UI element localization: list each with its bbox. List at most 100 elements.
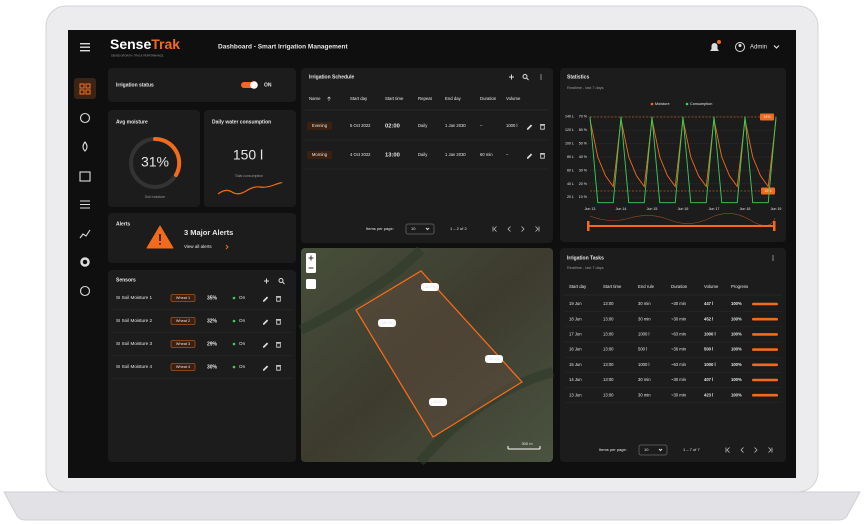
nav-dashboard[interactable] [79, 83, 91, 95]
edit-icon[interactable] [263, 319, 269, 325]
page-size-select[interactable] [405, 223, 435, 235]
field-boundary[interactable] [355, 270, 524, 438]
x-tick-label: Jun 13 [585, 207, 596, 211]
water-sparkline [217, 182, 283, 195]
user-name[interactable]: Admin [750, 45, 767, 51]
legend-swatch[interactable] [650, 102, 654, 106]
task-cell: ~63 min [671, 332, 687, 337]
pager-nav[interactable] [740, 447, 744, 453]
map-bubble[interactable] [429, 398, 447, 406]
task-cell: 13:00 [603, 377, 614, 382]
status-toggle[interactable] [241, 81, 258, 89]
map-label[interactable]: 31.7% [425, 285, 436, 289]
edit-icon[interactable] [263, 365, 269, 371]
tasks-menu[interactable] [772, 255, 774, 261]
delete-icon[interactable] [276, 342, 281, 348]
status-dot [232, 296, 236, 300]
pager-nav[interactable] [492, 226, 497, 232]
sensor-search[interactable] [278, 278, 285, 285]
page-size[interactable]: 10 [411, 226, 416, 231]
pager-nav[interactable] [507, 226, 511, 232]
pager-nav[interactable] [521, 226, 525, 232]
alerts-link-arrow[interactable] [225, 244, 229, 250]
pager-nav[interactable] [754, 447, 758, 453]
crop-badge [170, 317, 196, 325]
status-card [108, 68, 296, 102]
y2-tick-label: 70 % [579, 115, 588, 119]
edit-icon[interactable] [527, 124, 533, 130]
map-zoom[interactable] [306, 253, 316, 273]
page-size[interactable]: 10 [644, 447, 649, 452]
map-label[interactable]: 28.7% [382, 321, 393, 325]
edit-icon[interactable] [263, 296, 269, 302]
nav-water[interactable] [82, 141, 88, 152]
nav-calendar[interactable] [79, 171, 91, 182]
column-header: Name [309, 96, 321, 101]
nav-active[interactable] [74, 78, 96, 99]
alerts-link[interactable]: View all alerts [184, 244, 212, 249]
delete-icon[interactable] [276, 296, 281, 302]
sensor-add[interactable] [264, 278, 269, 284]
pager-nav[interactable] [725, 447, 730, 453]
statistics-subtitle: Realtime - last 7 days [567, 86, 604, 90]
schedule-add[interactable] [509, 74, 514, 80]
map-layers[interactable] [306, 279, 316, 289]
laptop-base [3, 491, 861, 521]
sensor-name: SI Soil Moisture 2 [116, 318, 152, 323]
map-label[interactable]: 30.1% [489, 357, 500, 361]
range-handle-end[interactable] [773, 221, 776, 231]
column-header: End rule [638, 284, 655, 289]
task-cell: 14 Jun [569, 377, 582, 382]
task-cell: 13:00 [603, 301, 614, 306]
progress-bar [752, 317, 778, 321]
avatar[interactable] [735, 42, 745, 52]
notifications[interactable] [710, 40, 721, 51]
task-cell: 100% [731, 377, 742, 382]
task-cell: ~63 min [671, 362, 687, 367]
nav-help[interactable] [79, 285, 91, 297]
moisture-arc [153, 136, 182, 177]
schedule-cell: 60 min [480, 152, 493, 157]
edit-icon[interactable] [527, 153, 533, 159]
task-cell: 13 Jun [569, 392, 582, 397]
y2-tick-label: 50 % [579, 142, 588, 146]
range-handle-start[interactable] [587, 221, 590, 231]
map-bubble[interactable] [378, 319, 396, 327]
map-bubble[interactable] [421, 283, 439, 291]
delete-icon[interactable] [540, 124, 545, 130]
hamburger[interactable] [80, 43, 90, 52]
delete-icon[interactable] [540, 153, 545, 159]
alerts-title: Alerts [116, 221, 130, 227]
delete-icon[interactable] [276, 365, 281, 371]
legend-label[interactable]: Moisture [655, 102, 670, 106]
schedule-menu[interactable] [540, 74, 542, 80]
sort-arrow[interactable] [327, 96, 331, 101]
legend-label[interactable]: Consumption [690, 102, 712, 106]
task-cell: 19 Jun [569, 301, 582, 306]
task-cell: ~30 min [671, 301, 687, 306]
y2-tick-label: 60 % [579, 128, 588, 132]
page-size-select[interactable] [638, 444, 668, 456]
legend-swatch[interactable] [685, 102, 689, 106]
crop-name: Wheat 2 [176, 319, 190, 323]
task-cell: ~36 min [671, 347, 687, 352]
alerts-card [108, 213, 296, 263]
map-label[interactable]: 25.3% [433, 400, 444, 404]
select-caret[interactable] [658, 448, 663, 452]
pager-nav[interactable] [535, 226, 540, 232]
schedule-cell: Daily [418, 123, 428, 128]
progress-bar [752, 393, 778, 397]
delete-icon[interactable] [276, 319, 281, 325]
schedule-cell: 1 Jan 2030 [445, 152, 466, 157]
user-menu-caret[interactable] [773, 45, 780, 49]
schedule-search[interactable] [522, 74, 529, 81]
nav-analytics[interactable] [79, 229, 91, 239]
map-bubble[interactable] [485, 355, 503, 363]
nav-list[interactable] [80, 200, 90, 209]
edit-icon[interactable] [263, 342, 269, 348]
name-badge [307, 122, 332, 130]
pager-nav[interactable] [768, 447, 773, 453]
nav-settings[interactable] [80, 257, 90, 267]
select-caret[interactable] [425, 227, 430, 231]
nav-gauge[interactable] [79, 112, 91, 124]
